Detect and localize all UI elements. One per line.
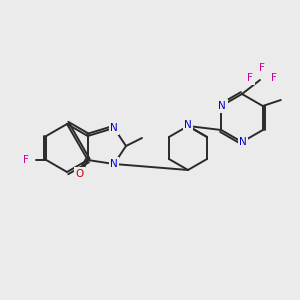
Text: F: F	[271, 73, 277, 83]
Text: N: N	[239, 137, 247, 147]
Text: N: N	[110, 123, 118, 133]
Text: F: F	[259, 63, 265, 73]
Text: N: N	[110, 159, 118, 169]
Text: N: N	[184, 120, 192, 130]
Text: O: O	[76, 169, 84, 179]
Text: F: F	[247, 73, 253, 83]
Text: F: F	[23, 155, 29, 165]
Text: N: N	[218, 101, 226, 111]
